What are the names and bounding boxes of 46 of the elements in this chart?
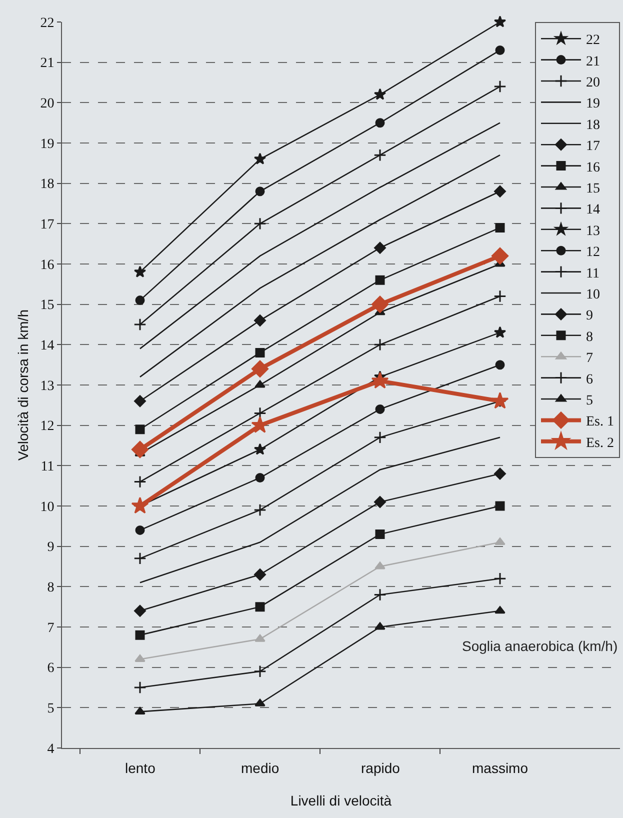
- y-axis-title: Velocità di corsa in km/h: [14, 310, 31, 460]
- y-tick-label: 14: [40, 338, 54, 354]
- legend-label: 11: [586, 266, 600, 282]
- legend-label: Es. 1: [586, 414, 614, 430]
- legend-label: 9: [586, 308, 593, 324]
- x-tick-label: massimo: [472, 760, 528, 776]
- legend-label: 14: [586, 202, 600, 218]
- legend-label: Es. 2: [586, 436, 614, 451]
- x-axis-title: Livelli di velocità: [290, 792, 392, 808]
- y-tick-label: 19: [40, 136, 54, 152]
- x-tick-label: lento: [125, 760, 156, 776]
- legend-label: 22: [586, 33, 600, 48]
- y-tick-label: 12: [40, 419, 54, 434]
- y-tick-label: 13: [40, 378, 54, 394]
- legend-label: 19: [586, 96, 600, 112]
- y-tick-label: 16: [40, 258, 54, 273]
- x-tick-label: medio: [241, 760, 280, 776]
- y-tick-label: 6: [47, 661, 54, 676]
- legend-label: 6: [586, 372, 593, 388]
- y-tick-label: 8: [47, 580, 54, 596]
- legend-label: 17: [586, 139, 600, 154]
- y-tick-label: 17: [40, 218, 54, 233]
- legend-label: 13: [586, 224, 600, 239]
- legend-label: 8: [586, 330, 593, 345]
- legend-label: 20: [586, 75, 600, 90]
- legend-label: 18: [586, 118, 600, 133]
- legend-label: 16: [586, 160, 600, 176]
- y-tick-label: 7: [47, 620, 54, 636]
- legend-label: 7: [586, 351, 593, 366]
- legend-label: 10: [586, 287, 600, 302]
- y-tick-label: 21: [40, 56, 54, 72]
- y-tick-label: 18: [40, 177, 54, 192]
- x-tick-label: rapido: [361, 760, 400, 776]
- legend-title: Soglia anaerobica (km/h): [462, 638, 618, 654]
- y-tick-label: 10: [40, 500, 54, 515]
- y-tick-label: 20: [40, 96, 54, 112]
- y-tick-label: 22: [40, 16, 54, 31]
- legend-label: 21: [586, 54, 600, 70]
- legend-label: 15: [586, 181, 600, 196]
- y-tick-label: 4: [47, 742, 54, 757]
- y-tick-label: 5: [47, 702, 54, 717]
- y-tick-label: 15: [40, 298, 54, 314]
- y-tick-label: 11: [40, 460, 54, 475]
- legend-label: 5: [586, 393, 593, 408]
- legend-label: 12: [586, 245, 600, 260]
- y-tick-label: 9: [47, 540, 54, 556]
